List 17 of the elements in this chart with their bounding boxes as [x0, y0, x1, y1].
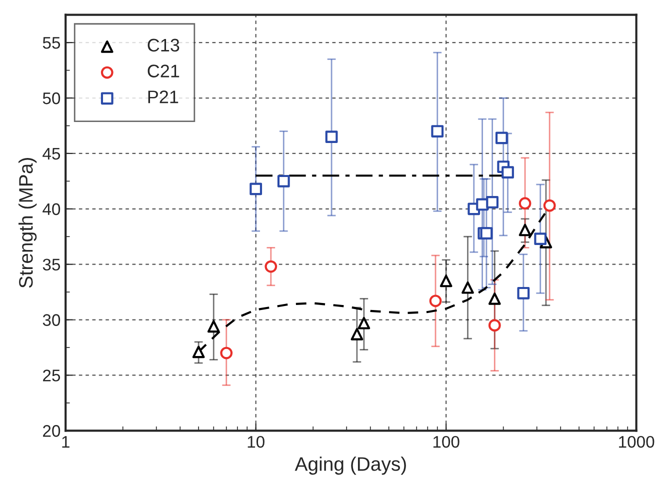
- y-tick-label: 45: [42, 148, 60, 160]
- y-tick-label: 50: [42, 92, 60, 104]
- y-tick-label: 20: [43, 425, 60, 437]
- legend-label: C21: [148, 64, 180, 78]
- x-tick-label: 1: [62, 436, 70, 448]
- y-tick-label: 55: [42, 37, 60, 49]
- y-tick-label: 35: [42, 258, 60, 271]
- legend-label: C13: [148, 38, 180, 52]
- y-tick-label: 30: [42, 314, 60, 326]
- legend-label: P21: [148, 90, 178, 104]
- y-axis-title: Strength (MPa): [18, 158, 37, 288]
- x-axis-title: Aging (Days): [294, 456, 406, 475]
- x-tick-label: 100: [433, 436, 460, 448]
- x-tick-label: 10: [248, 436, 264, 448]
- y-tick-label: 25: [43, 370, 60, 382]
- y-tick-label: 40: [42, 203, 60, 216]
- x-tick-label: 1000: [619, 436, 654, 448]
